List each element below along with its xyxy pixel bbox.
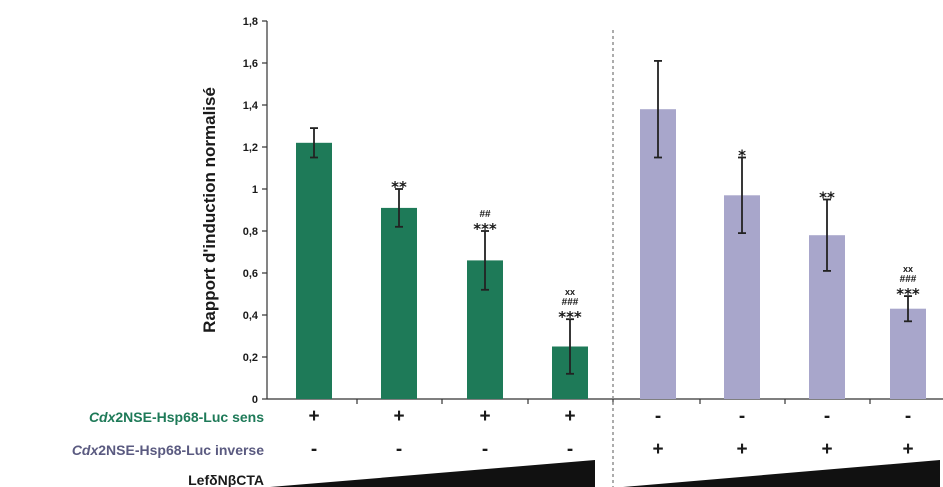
y-tick-label: 1,8	[243, 16, 258, 28]
significance-hash: ##	[479, 209, 491, 220]
condition-sign: +	[564, 406, 575, 427]
condition-row-label: LefδNβCTA	[188, 472, 264, 487]
significance-stars: ***	[473, 220, 497, 238]
x-axis	[267, 398, 943, 404]
significance-xx: xx	[565, 287, 575, 297]
significance-xx: xx	[903, 264, 913, 274]
y-tick-label: 0,6	[243, 268, 258, 280]
concentration-wedge-2	[623, 460, 940, 487]
condition-sign: +	[736, 439, 747, 460]
y-tick-label: 0	[252, 394, 258, 406]
condition-sign: -	[824, 406, 830, 427]
condition-sign: -	[905, 406, 911, 427]
condition-sign: -	[482, 439, 488, 460]
x-tick-group	[356, 399, 871, 404]
significance-stars: **	[391, 178, 407, 196]
condition-sign: -	[396, 439, 402, 460]
significance-hash: ###	[562, 297, 579, 308]
condition-sign: +	[479, 406, 490, 427]
bar	[890, 308, 926, 399]
condition-row-label-text: LefδNβCTA	[188, 472, 264, 487]
y-tick-label: 1,2	[243, 142, 258, 154]
y-axis-label: Rapport d'induction normalisé	[200, 87, 219, 333]
condition-row-label: Cdx2NSE-Hsp68-Luc inverse	[72, 442, 264, 458]
condition-row-label: Cdx2NSE-Hsp68-Luc sens	[89, 409, 264, 425]
y-tick-label: 1	[252, 184, 258, 196]
y-tick-label: 1,6	[243, 58, 258, 70]
condition-row-label-text: 2NSE-Hsp68-Luc inverse	[98, 442, 264, 458]
y-tick-label: 0,4	[243, 310, 259, 322]
bar-group: *****##***###xx******###xx	[296, 60, 926, 400]
significance-stars: ***	[896, 285, 920, 303]
bar	[381, 207, 417, 399]
significance-hash: ###	[900, 274, 917, 285]
significance-stars: *	[738, 147, 746, 165]
significance-stars: ***	[558, 308, 582, 326]
condition-sign: +	[308, 406, 319, 427]
condition-sign: -	[655, 406, 661, 427]
y-tick-group: 0 0,2 0,4 0,6 0,8 1 1,2 1,4 1,6 1,8	[243, 16, 267, 406]
concentration-wedge-1	[270, 460, 595, 487]
condition-sign: +	[393, 406, 404, 427]
y-axis: 0 0,2 0,4 0,6 0,8 1 1,2 1,4 1,6 1,8 Rapport d'ind…	[200, 16, 268, 406]
significance-stars: **	[819, 189, 835, 207]
condition-sign: +	[652, 439, 663, 460]
condition-table: Cdx2NSE-Hsp68-Luc sens + + + + - - - -Cdx2NSE-Hs…	[72, 406, 914, 487]
y-tick-label: 0,8	[243, 226, 258, 238]
condition-sign: +	[902, 439, 913, 460]
condition-row-label-italic: Cdx	[89, 409, 117, 425]
condition-sign: -	[567, 439, 573, 460]
condition-sign: -	[311, 439, 317, 460]
y-tick-label: 1,4	[243, 100, 259, 112]
condition-sign: +	[821, 439, 832, 460]
y-tick-label: 0,2	[243, 352, 258, 364]
condition-row-label-italic: Cdx	[72, 442, 100, 458]
condition-row-label-text: 2NSE-Hsp68-Luc sens	[115, 409, 264, 425]
bar	[296, 142, 332, 400]
condition-sign: -	[739, 406, 745, 427]
